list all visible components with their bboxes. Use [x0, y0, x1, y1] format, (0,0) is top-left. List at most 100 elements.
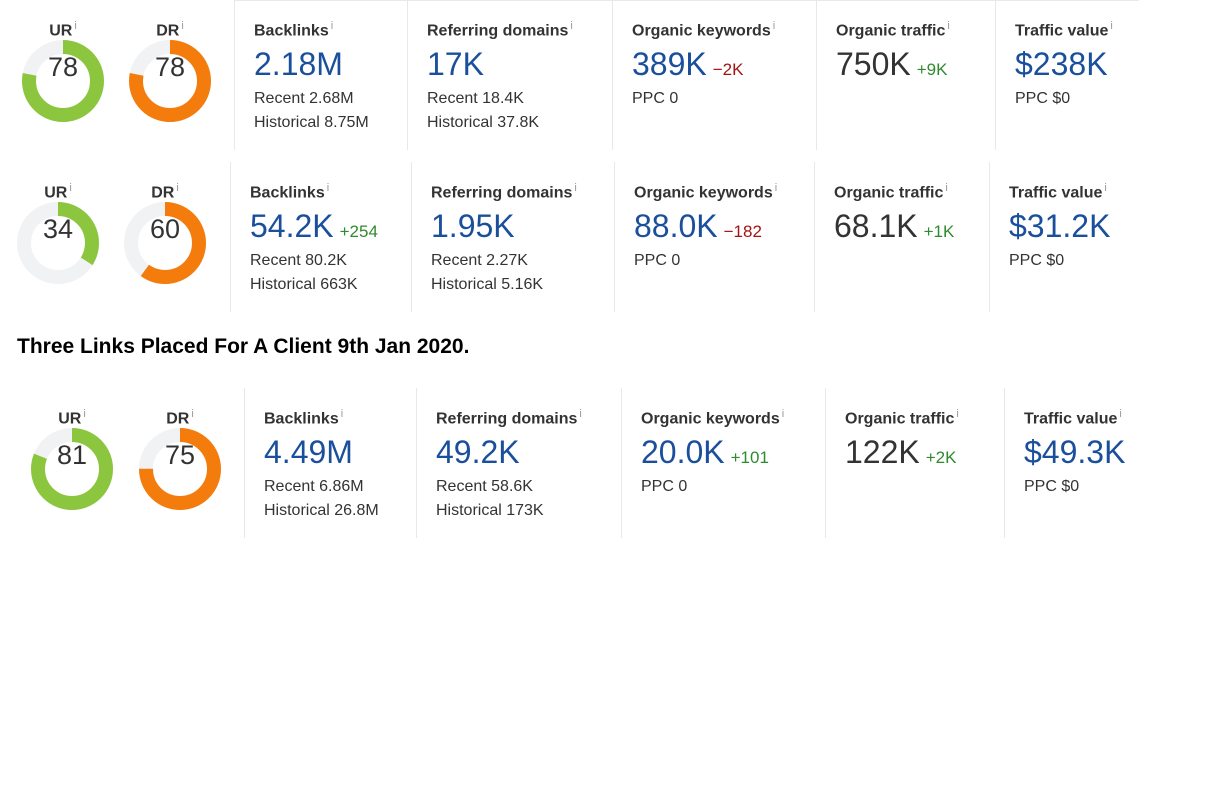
info-icon[interactable]: i	[1119, 408, 1122, 420]
info-icon[interactable]: i	[570, 20, 573, 32]
info-icon[interactable]: i	[326, 182, 330, 194]
organic-traffic-value[interactable]: 68.1K	[834, 208, 918, 244]
info-icon[interactable]: i	[1110, 20, 1113, 32]
organic-keywords-delta: −2K	[712, 60, 744, 79]
backlinks-historical: Historical 26.8M	[264, 502, 379, 519]
ur-label: UR	[44, 184, 68, 202]
traffic-value-value[interactable]: $49.3K	[1024, 434, 1126, 470]
organic-keywords-metric: Organic keywords i 389K −2K PPC 0	[612, 0, 816, 150]
referring-domains-metric: Referring domains i 17K Recent 18.4K Hist…	[407, 0, 612, 150]
info-icon[interactable]: i	[579, 408, 582, 420]
referring-domains-value[interactable]: 49.2K	[436, 434, 520, 470]
organic-traffic-delta: +1K	[923, 222, 955, 241]
traffic-value-label: Traffic value	[1024, 410, 1118, 428]
organic-keywords-metric: Organic keywords i 20.0K +101 PPC 0	[621, 388, 826, 538]
referring-domains-metric: Referring domains i 1.95K Recent 2.27K Hi…	[411, 162, 615, 312]
info-icon[interactable]: i	[74, 20, 77, 32]
ur-ring-arc	[31, 428, 113, 510]
referring-domains-recent: Recent 58.6K	[436, 478, 533, 495]
info-icon[interactable]: i	[330, 20, 334, 32]
organic-keywords-delta: −182	[723, 222, 762, 241]
info-icon[interactable]: i	[945, 182, 948, 194]
referring-domains-recent: Recent 18.4K	[427, 90, 524, 107]
traffic-value-ppc: PPC $0	[1009, 252, 1065, 269]
backlinks-metric: Backlinks i 2.18M Recent 2.68M Historical…	[234, 0, 407, 150]
ur-ring-arc	[22, 40, 104, 122]
dr-label: DR	[151, 184, 175, 202]
traffic-value-label: Traffic value	[1009, 184, 1103, 202]
organic-keywords-ppc: PPC 0	[632, 90, 679, 107]
rating-gauges: UR i 34 DR i 60	[12, 162, 234, 312]
traffic-value-metric: Traffic value i $238K PPC $0	[995, 0, 1140, 150]
ur-label: UR	[49, 22, 73, 40]
info-icon[interactable]: i	[340, 408, 344, 420]
dr-value: 75	[164, 440, 196, 470]
info-icon[interactable]: i	[1104, 182, 1107, 194]
ur-ring	[31, 428, 113, 510]
organic-keywords-ppc: PPC 0	[641, 478, 688, 495]
dr-label: DR	[166, 410, 190, 428]
referring-domains-historical: Historical 5.16K	[431, 276, 544, 293]
info-icon[interactable]: i	[83, 408, 86, 420]
referring-domains-label: Referring domains	[427, 22, 569, 40]
info-icon[interactable]: i	[574, 182, 577, 194]
traffic-value-metric: Traffic value i $31.2K PPC $0	[989, 162, 1140, 312]
ur-ring	[17, 202, 99, 284]
organic-keywords-metric: Organic keywords i 88.0K −182 PPC 0	[614, 162, 815, 312]
organic-traffic-metric: Organic traffic i 68.1K +1K	[814, 162, 990, 312]
backlinks-label: Backlinks	[254, 22, 329, 40]
info-icon[interactable]: i	[181, 20, 184, 32]
dr-ring	[139, 428, 221, 510]
backlinks-value[interactable]: 2.18M	[254, 46, 343, 82]
referring-domains-historical: Historical 173K	[436, 502, 544, 519]
info-icon[interactable]: i	[781, 408, 785, 420]
backlinks-metric: Backlinks i 4.49M Recent 6.86M Historical…	[244, 388, 417, 538]
referring-domains-metric: Referring domains i 49.2K Recent 58.6K Hi…	[416, 388, 622, 538]
info-icon[interactable]: i	[176, 182, 179, 194]
organic-keywords-delta: +101	[730, 448, 769, 467]
info-icon[interactable]: i	[191, 408, 194, 420]
dr-label: DR	[156, 22, 180, 40]
rating-gauges: UR i 78 DR i 78	[17, 0, 239, 150]
info-icon[interactable]: i	[947, 20, 950, 32]
info-icon[interactable]: i	[774, 182, 778, 194]
organic-keywords-value[interactable]: 88.0K	[634, 208, 718, 244]
dr-ring-arc	[124, 202, 206, 284]
traffic-value-value[interactable]: $238K	[1015, 46, 1108, 82]
referring-domains-value[interactable]: 1.95K	[431, 208, 515, 244]
backlinks-historical: Historical 8.75M	[254, 114, 369, 131]
metrics-panel-1: UR i 78 DR i 78 Backlinks i 2.18M Recent 2.…	[0, 0, 1228, 150]
backlinks-label: Backlinks	[264, 410, 339, 428]
organic-traffic-value[interactable]: 750K	[836, 46, 911, 82]
backlinks-metric: Backlinks i 54.2K +254 Recent 80.2K Histor…	[230, 162, 412, 312]
backlinks-value[interactable]: 4.49M	[264, 434, 353, 470]
dr-value: 60	[149, 214, 181, 244]
section-heading: Three Links Placed For A Client 9th Jan …	[17, 335, 470, 358]
dr-value: 78	[154, 52, 186, 82]
ur-value: 34	[42, 214, 74, 244]
info-icon[interactable]: i	[956, 408, 959, 420]
organic-keywords-value[interactable]: 389K	[632, 46, 707, 82]
organic-traffic-delta: +2K	[925, 448, 957, 467]
backlinks-label: Backlinks	[250, 184, 325, 202]
backlinks-value[interactable]: 54.2K	[250, 208, 334, 244]
info-icon[interactable]: i	[772, 20, 776, 32]
referring-domains-label: Referring domains	[431, 184, 573, 202]
info-icon[interactable]: i	[69, 182, 72, 194]
organic-traffic-label: Organic traffic	[834, 184, 944, 202]
referring-domains-historical: Historical 37.8K	[427, 114, 540, 131]
organic-keywords-ppc: PPC 0	[634, 252, 681, 269]
dr-ring	[129, 40, 211, 122]
referring-domains-value[interactable]: 17K	[427, 46, 484, 82]
traffic-value-value[interactable]: $31.2K	[1009, 208, 1111, 244]
organic-traffic-metric: Organic traffic i 122K +2K	[825, 388, 1005, 538]
organic-traffic-delta: +9K	[916, 60, 948, 79]
ur-ring	[22, 40, 104, 122]
organic-traffic-value[interactable]: 122K	[845, 434, 920, 470]
backlinks-delta: +254	[339, 222, 378, 241]
top-divider	[234, 0, 1139, 1]
metrics-panel-2: UR i 34 DR i 60 Backlinks i 54.2K +254 Recen…	[0, 162, 1228, 312]
organic-keywords-value[interactable]: 20.0K	[641, 434, 725, 470]
ur-value: 78	[47, 52, 79, 82]
traffic-value-metric: Traffic value i $49.3K PPC $0	[1004, 388, 1155, 538]
